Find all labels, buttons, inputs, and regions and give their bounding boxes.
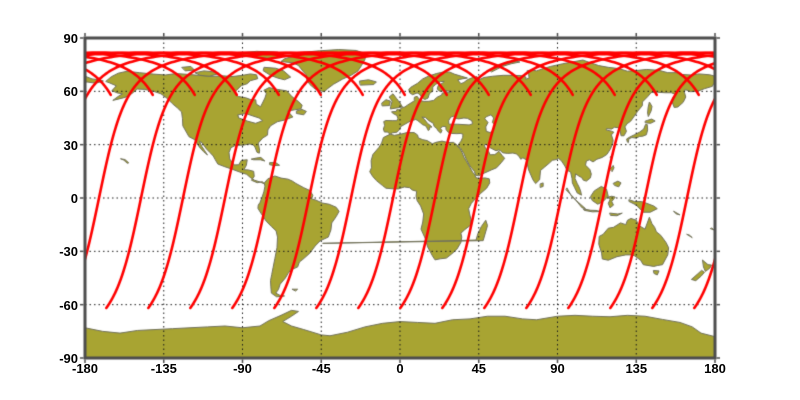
y-tick-label: 0 (70, 191, 78, 206)
x-tick-label: -135 (150, 361, 177, 376)
y-tick-label: -60 (59, 297, 78, 313)
x-tick-label: -90 (233, 361, 252, 376)
x-tick-label: 135 (625, 361, 648, 376)
x-tick-label: 180 (704, 361, 726, 376)
x-tick-label: 45 (471, 361, 487, 376)
x-tick-label: 90 (550, 361, 565, 376)
y-tick-label: 30 (63, 137, 78, 153)
y-tick-label: 90 (63, 31, 78, 46)
y-tick-label: 60 (63, 84, 78, 100)
y-tick-label: -90 (59, 351, 78, 366)
y-tick-label: -30 (59, 244, 78, 260)
x-tick-label: -45 (311, 361, 331, 376)
x-tick-label: -180 (71, 361, 99, 376)
x-tick-label: 0 (396, 361, 404, 376)
